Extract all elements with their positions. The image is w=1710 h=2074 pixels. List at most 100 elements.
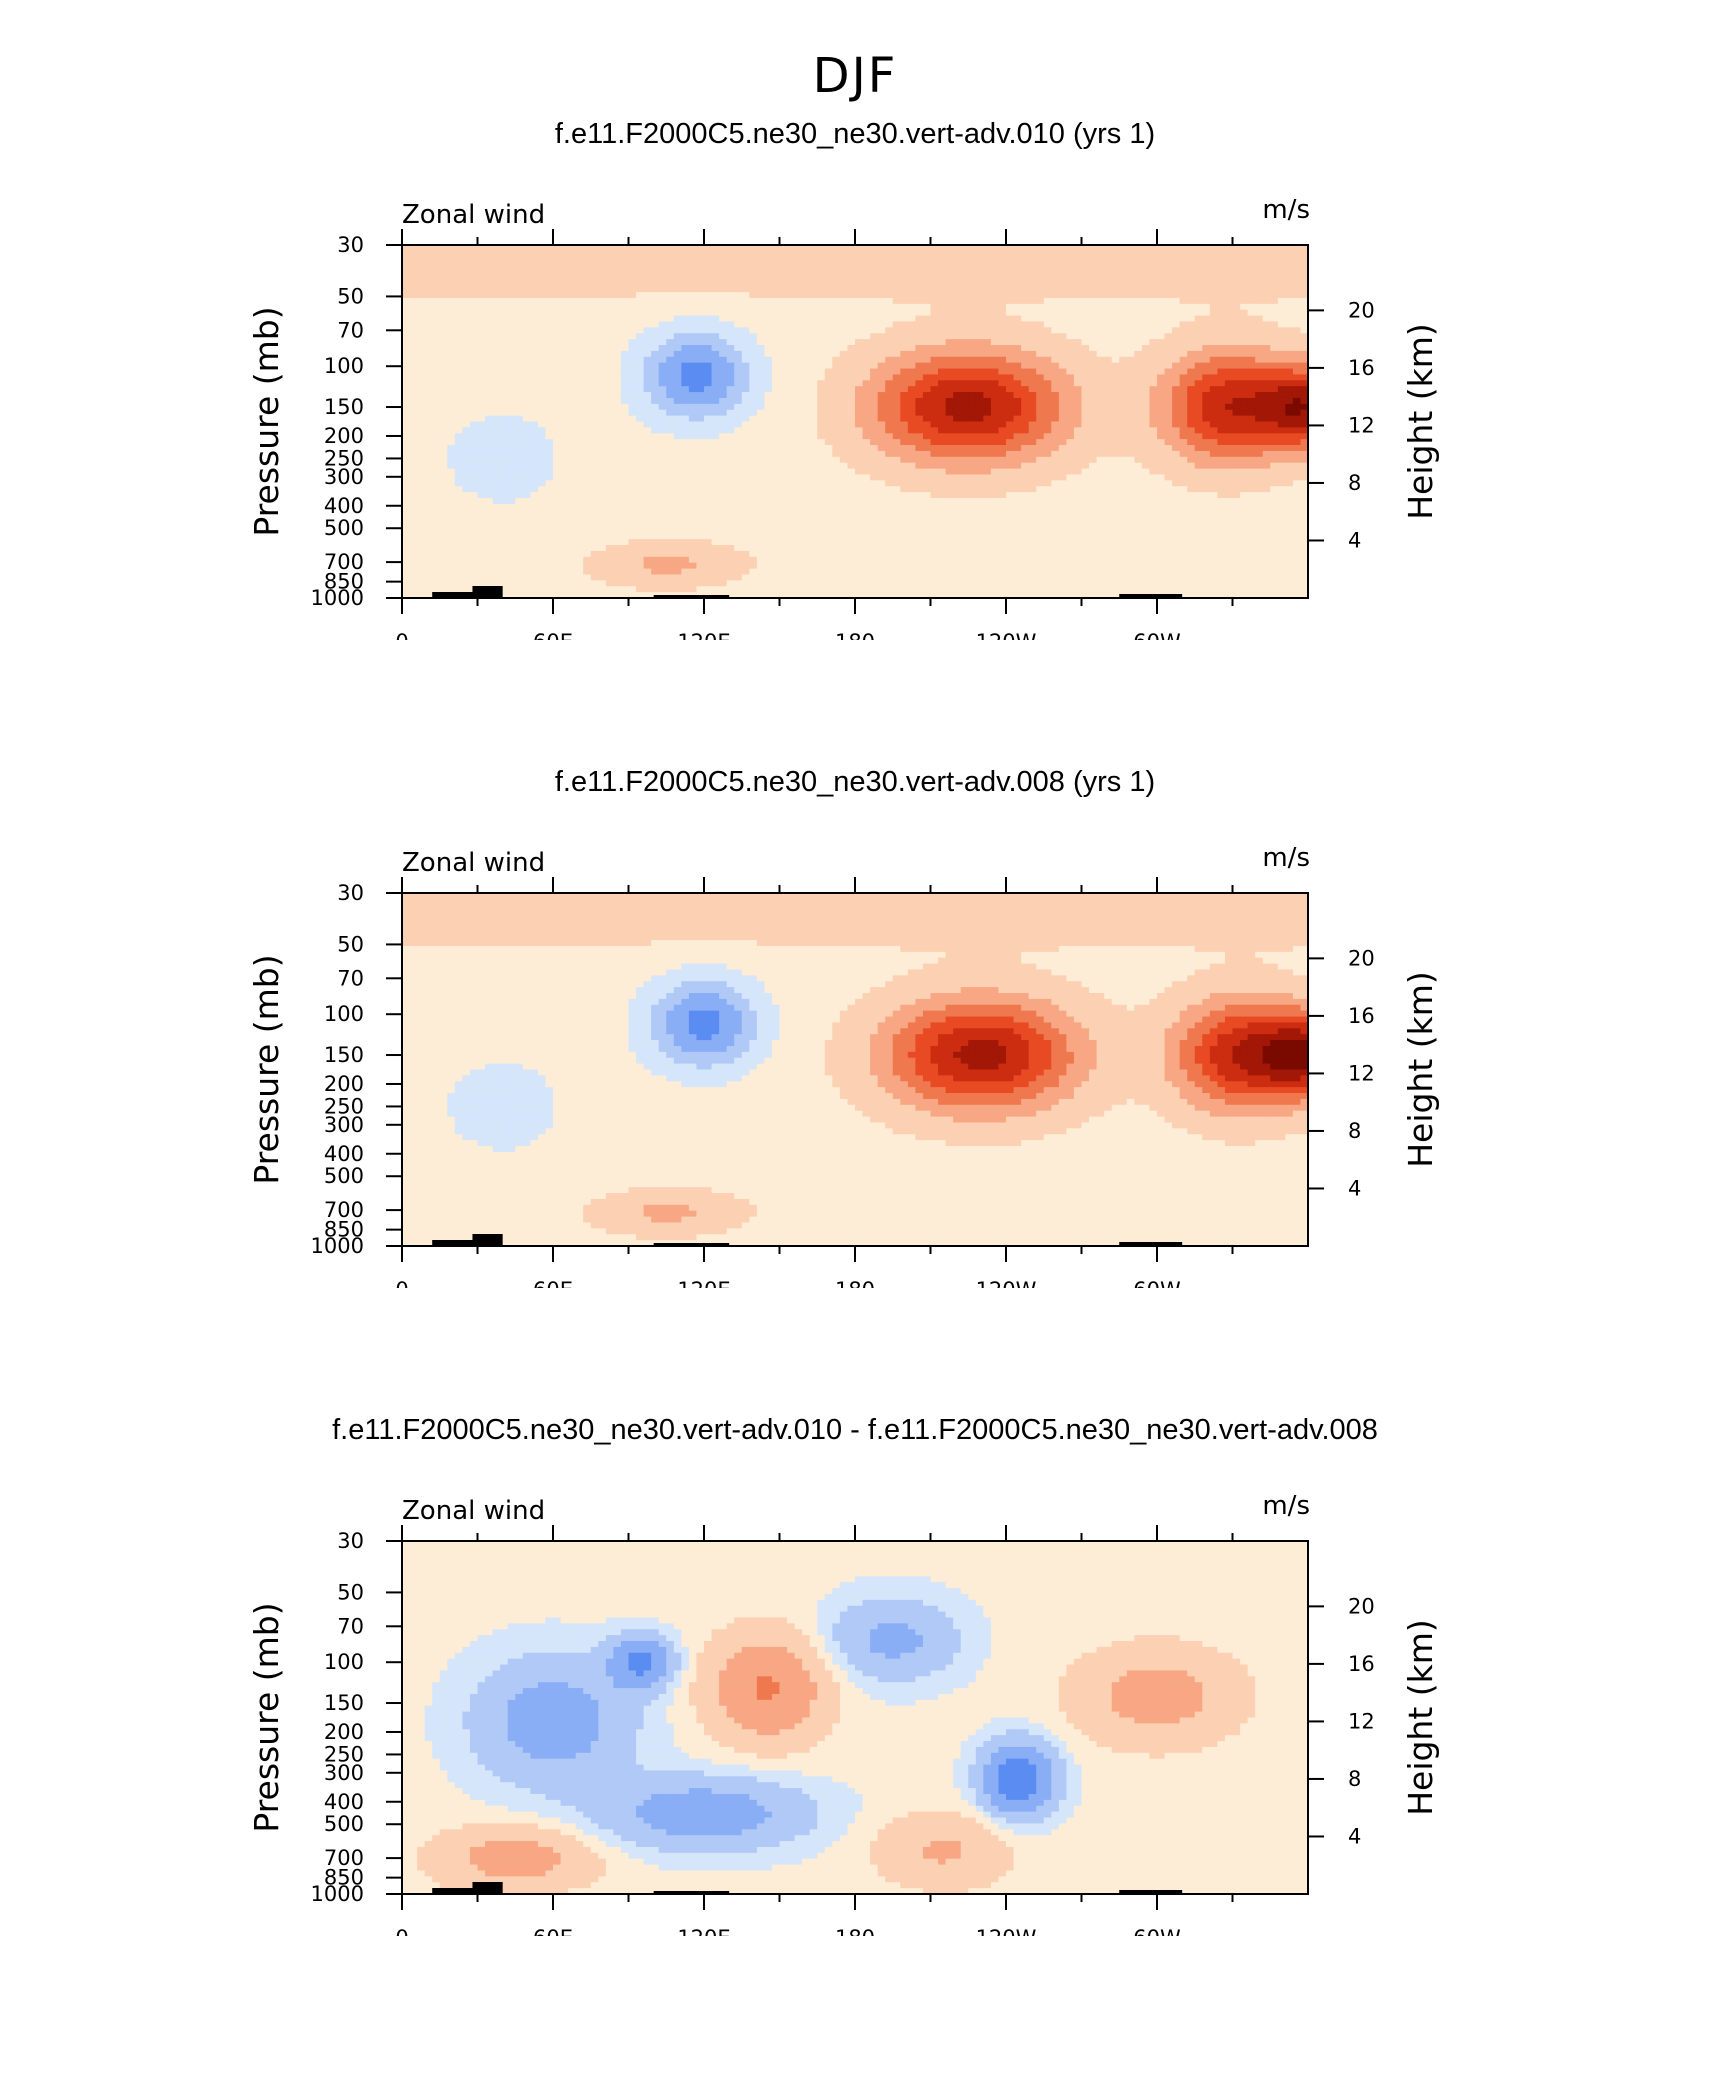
contour-cell (1270, 309, 1279, 317)
contour-cell (409, 262, 418, 270)
contour-cell (492, 303, 501, 311)
contour-cell (583, 374, 592, 381)
contour-cell (794, 292, 803, 299)
contour-cell (590, 356, 599, 364)
contour-cell (1232, 303, 1241, 311)
contour-cell (1247, 386, 1256, 393)
contour-cell (1300, 256, 1308, 264)
contour-cell (658, 339, 667, 346)
contour-cell (734, 433, 743, 440)
contour-cell (764, 427, 773, 434)
contour-cell (1232, 421, 1241, 428)
contour-cell (402, 315, 411, 323)
contour-cell (1217, 327, 1226, 334)
contour-cell (658, 256, 667, 264)
contour-cell (545, 409, 554, 417)
contour-cell (590, 403, 599, 411)
contour-cell (847, 327, 856, 334)
contour-cell (726, 380, 735, 387)
contour-cell (560, 380, 569, 387)
contour-cell (1194, 474, 1203, 481)
contour-cell (492, 421, 501, 428)
contour-cell (938, 397, 947, 405)
contour-cell (998, 450, 1007, 458)
contour-cell (1126, 245, 1135, 252)
contour-cell (1141, 309, 1151, 317)
contour-cell (598, 292, 607, 299)
contour-cell (787, 368, 796, 376)
contour-cell (907, 256, 916, 264)
contour-cell (794, 309, 803, 317)
contour-cell (719, 350, 728, 358)
contour-cell (756, 392, 765, 399)
contour-cell (1247, 403, 1256, 411)
contour-cell (575, 297, 584, 305)
contour-cell (515, 474, 524, 481)
contour-cell (771, 445, 781, 452)
contour-cell (734, 427, 743, 434)
contour-cell (953, 468, 962, 476)
contour-cell (1202, 356, 1211, 364)
contour-cell (424, 374, 433, 381)
contour-cell (1270, 256, 1279, 264)
contour-cell (802, 345, 811, 352)
contour-cell (439, 297, 448, 305)
contour-cell (1247, 433, 1256, 440)
contour-cell (1164, 439, 1173, 446)
contour-cell (424, 409, 433, 417)
contour-cell (590, 421, 599, 428)
contour-cell (447, 309, 456, 317)
contour-cell (749, 421, 758, 428)
contour-cell (1262, 433, 1271, 440)
contour-cell (862, 380, 871, 387)
contour-cell (590, 286, 599, 293)
contour-cell (1209, 415, 1218, 423)
contour-cell (1240, 350, 1249, 358)
contour-cell (968, 286, 977, 293)
contour-cell (628, 427, 637, 434)
contour-cell (658, 392, 667, 399)
contour-cell (983, 421, 992, 428)
contour-cell (839, 245, 849, 252)
contour-cell (636, 392, 645, 399)
contour-cell (1043, 433, 1052, 440)
contour-cell (1262, 315, 1271, 323)
contour-cell (771, 362, 781, 370)
contour-cell (779, 415, 788, 423)
contour-cell (402, 286, 411, 293)
contour-cell (1157, 439, 1166, 446)
contour-cell (417, 368, 426, 376)
contour-cell (688, 256, 698, 264)
contour-cell (998, 292, 1007, 299)
contour-cell (1073, 315, 1083, 323)
contour-cell (613, 474, 622, 481)
contour-cell (651, 286, 660, 293)
contour-cell (975, 468, 984, 476)
contour-cell (643, 339, 652, 346)
contour-cell (802, 274, 811, 281)
contour-cell (824, 362, 833, 370)
contour-cell (726, 427, 735, 434)
contour-cell (1111, 362, 1120, 370)
contour-cell (787, 392, 796, 399)
contour-cell (1081, 315, 1090, 323)
contour-cell (590, 327, 599, 334)
contour-cell (424, 292, 433, 299)
contour-cell (990, 409, 1000, 417)
contour-cell (990, 345, 1000, 352)
contour-cell (1240, 368, 1249, 376)
contour-cell (1277, 368, 1286, 376)
contour-cell (1111, 262, 1120, 270)
contour-cell (1164, 415, 1173, 423)
contour-cell (741, 309, 750, 317)
contour-cell (892, 427, 901, 434)
contour-cell (688, 415, 698, 423)
contour-cell (1255, 433, 1264, 440)
contour-cell (1096, 333, 1105, 340)
contour-cell (771, 397, 781, 405)
contour-cell (454, 427, 463, 434)
contour-cell (900, 421, 909, 428)
contour-cell (1066, 439, 1075, 446)
contour-cell (1277, 445, 1286, 452)
contour-cell (568, 403, 577, 411)
